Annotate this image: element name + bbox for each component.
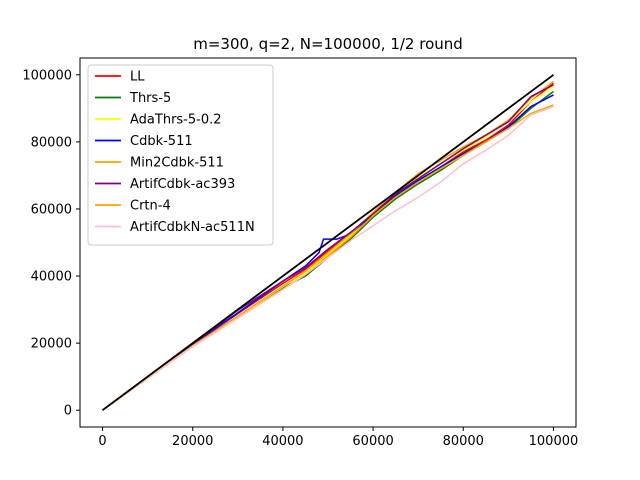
x-tick-label: 80000 bbox=[443, 434, 484, 449]
series-line-artifcdbkn-ac511n bbox=[102, 105, 554, 411]
legend-label-crtn-4: Crtn-4 bbox=[130, 199, 171, 214]
x-tick-label: 40000 bbox=[262, 434, 303, 449]
y-tick-label: 60000 bbox=[31, 202, 72, 217]
y-tick-label: 0 bbox=[64, 404, 72, 419]
legend-label-artifcdbkn-ac511n: ArtifCdbkN-ac511N bbox=[130, 220, 255, 235]
y-tick-label: 40000 bbox=[31, 270, 72, 285]
legend-label-min2cdbk-511: Min2Cdbk-511 bbox=[130, 156, 224, 171]
axes-frame bbox=[79, 57, 577, 428]
legend-label-artifcdbk-ac393: ArtifCdbk-ac393 bbox=[130, 177, 235, 192]
x-tick-label: 0 bbox=[98, 434, 106, 449]
legend-label-adathrs-5-0-2: AdaThrs-5-0.2 bbox=[130, 113, 222, 128]
legend-box bbox=[87, 64, 274, 246]
x-tick-label: 60000 bbox=[352, 434, 393, 449]
x-tick-label: 100000 bbox=[529, 434, 579, 449]
legend-label-ll: LL bbox=[130, 70, 145, 85]
x-tick-label: 20000 bbox=[172, 434, 213, 449]
y-tick-label: 80000 bbox=[31, 135, 72, 150]
chart-title: m=300, q=2, N=100000, 1/2 round bbox=[193, 35, 463, 53]
y-tick-label: 20000 bbox=[31, 337, 72, 352]
plot-area bbox=[101, 74, 555, 411]
y-tick-label: 100000 bbox=[22, 68, 72, 83]
reference-line bbox=[101, 74, 555, 411]
legend-label-thrs-5: Thrs-5 bbox=[129, 91, 171, 106]
axes: 0 20000 40000 60000 80000 100000 0 20000 40000 60… bbox=[22, 57, 579, 449]
legend: LL Thrs-5 AdaThrs-5-0.2 Cdbk-511 Min2Cdbk-51… bbox=[87, 64, 274, 246]
legend-label-cdbk-511: Cdbk-511 bbox=[130, 134, 193, 149]
